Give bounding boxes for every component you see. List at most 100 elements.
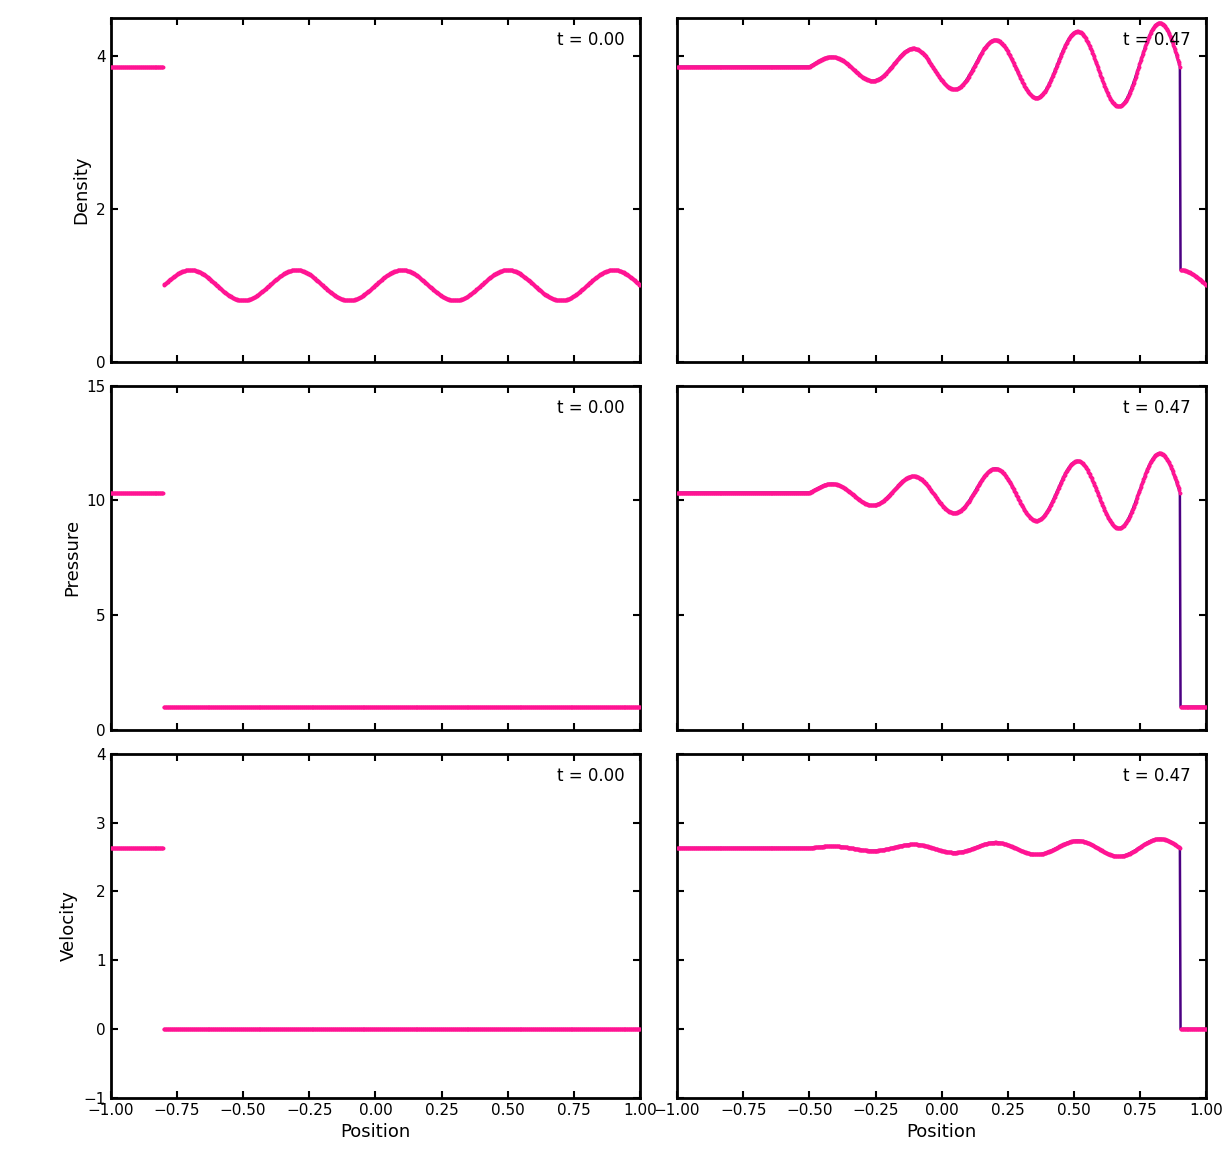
Point bbox=[672, 484, 692, 502]
Point bbox=[1069, 452, 1088, 471]
Point bbox=[997, 41, 1017, 60]
Point bbox=[1022, 87, 1041, 106]
Point bbox=[315, 697, 335, 716]
Point bbox=[134, 838, 154, 857]
Point bbox=[1057, 32, 1077, 50]
Point bbox=[993, 835, 1013, 853]
Point bbox=[352, 1019, 372, 1038]
Point bbox=[793, 484, 812, 502]
Point bbox=[1179, 263, 1199, 282]
Point bbox=[1087, 54, 1107, 73]
Point bbox=[1009, 492, 1029, 511]
Point bbox=[118, 838, 138, 857]
Point bbox=[480, 697, 500, 716]
Point bbox=[389, 1019, 409, 1038]
Point bbox=[698, 58, 718, 76]
Point bbox=[150, 838, 170, 857]
Point bbox=[1014, 500, 1034, 519]
Point bbox=[800, 838, 820, 857]
Point bbox=[110, 484, 129, 502]
Point bbox=[277, 697, 297, 716]
Point bbox=[581, 1019, 601, 1038]
Point bbox=[288, 1019, 308, 1038]
Point bbox=[537, 285, 556, 304]
Point bbox=[611, 262, 630, 281]
Point bbox=[1190, 697, 1210, 716]
Point bbox=[678, 58, 698, 76]
Point bbox=[746, 838, 766, 857]
Point bbox=[998, 836, 1018, 855]
Point bbox=[746, 58, 766, 76]
Point bbox=[741, 58, 761, 76]
Point bbox=[538, 286, 558, 305]
Point bbox=[876, 65, 896, 83]
Point bbox=[1146, 446, 1166, 465]
Point bbox=[565, 285, 585, 304]
Point bbox=[387, 1019, 406, 1038]
Point bbox=[1030, 844, 1050, 863]
Point bbox=[114, 838, 134, 857]
Point bbox=[601, 697, 620, 716]
Point bbox=[331, 289, 351, 308]
Point bbox=[763, 58, 783, 76]
Point bbox=[835, 52, 854, 70]
Point bbox=[421, 697, 441, 716]
Point bbox=[716, 484, 736, 502]
Point bbox=[270, 268, 289, 286]
Point bbox=[239, 290, 259, 309]
Point bbox=[682, 838, 702, 857]
Point bbox=[821, 47, 841, 66]
Point bbox=[625, 1019, 645, 1038]
Point bbox=[502, 697, 522, 716]
Point bbox=[362, 279, 382, 298]
Point bbox=[1169, 838, 1189, 857]
Point bbox=[1043, 841, 1062, 859]
Point bbox=[254, 697, 273, 716]
Point bbox=[876, 488, 896, 507]
Point bbox=[161, 697, 181, 716]
Point bbox=[883, 481, 902, 500]
Point bbox=[1081, 40, 1101, 59]
Point bbox=[895, 836, 915, 855]
Point bbox=[1155, 830, 1174, 849]
Point bbox=[279, 1019, 299, 1038]
Point bbox=[1085, 47, 1104, 66]
Point bbox=[905, 39, 924, 58]
Point bbox=[229, 1019, 249, 1038]
Point bbox=[1085, 474, 1104, 493]
Point bbox=[777, 58, 796, 76]
Point bbox=[203, 1019, 223, 1038]
Point bbox=[540, 697, 560, 716]
Point bbox=[755, 838, 774, 857]
Point bbox=[1037, 80, 1056, 99]
Point bbox=[998, 471, 1018, 490]
Point bbox=[390, 261, 410, 279]
Point bbox=[616, 697, 635, 716]
Point bbox=[865, 842, 885, 861]
Point bbox=[517, 697, 537, 716]
Point bbox=[686, 838, 705, 857]
Point bbox=[503, 1019, 523, 1038]
Point bbox=[1195, 697, 1215, 716]
Point bbox=[467, 281, 486, 299]
Point bbox=[716, 58, 736, 76]
Point bbox=[596, 262, 616, 281]
Point bbox=[364, 697, 384, 716]
Point bbox=[846, 62, 865, 81]
Point bbox=[616, 264, 635, 283]
Point bbox=[897, 836, 917, 855]
Point bbox=[723, 58, 742, 76]
Point bbox=[720, 58, 740, 76]
Point bbox=[844, 486, 864, 505]
Point bbox=[776, 484, 795, 502]
Point bbox=[984, 459, 1003, 478]
Point bbox=[108, 484, 128, 502]
Point bbox=[304, 268, 324, 286]
Point bbox=[1065, 23, 1085, 42]
Point bbox=[625, 697, 645, 716]
Point bbox=[904, 835, 923, 853]
Point bbox=[511, 697, 531, 716]
Point bbox=[431, 697, 451, 716]
Point bbox=[673, 484, 693, 502]
Point bbox=[958, 494, 977, 513]
